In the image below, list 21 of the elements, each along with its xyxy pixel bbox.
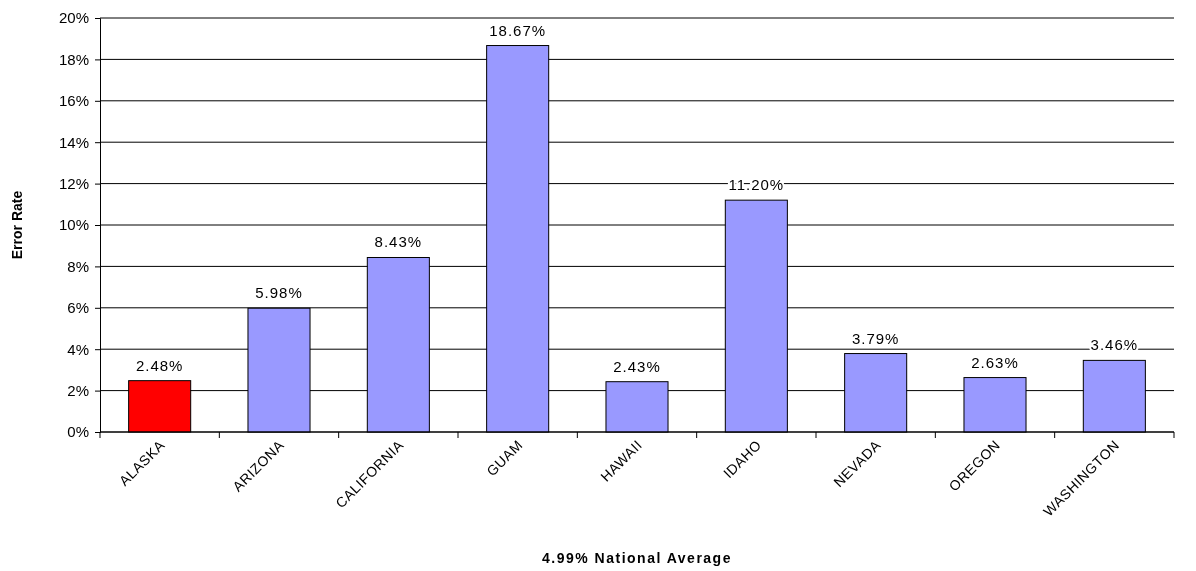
data-label: 3.79% bbox=[851, 329, 900, 347]
y-tick-label: 14% bbox=[58, 133, 89, 151]
data-label: 2.43% bbox=[613, 357, 661, 375]
data-label: 18.67% bbox=[489, 21, 547, 39]
y-tick-label: 16% bbox=[58, 92, 89, 110]
y-tick-label: 4% bbox=[67, 340, 89, 358]
data-label: 2.63% bbox=[971, 353, 1019, 371]
data-label: 2.48% bbox=[135, 356, 184, 374]
y-tick-label: 6% bbox=[67, 299, 89, 317]
y-tick-label: 8% bbox=[67, 257, 89, 275]
y-tick-label: 18% bbox=[58, 50, 89, 68]
y-tick-label: 2% bbox=[67, 381, 89, 399]
data-label: 5.98% bbox=[255, 284, 303, 302]
data-label: 3.46% bbox=[1090, 336, 1139, 354]
y-axis-title: Error Rate bbox=[9, 190, 25, 260]
y-tick-label: 10% bbox=[58, 216, 89, 234]
y-tick-label: 12% bbox=[58, 174, 89, 192]
data-label: 8.43% bbox=[374, 233, 423, 251]
y-tick-label: 0% bbox=[67, 423, 89, 441]
x-axis-title: 4.99% National Average bbox=[542, 550, 732, 566]
y-tick-label: 20% bbox=[58, 9, 89, 27]
